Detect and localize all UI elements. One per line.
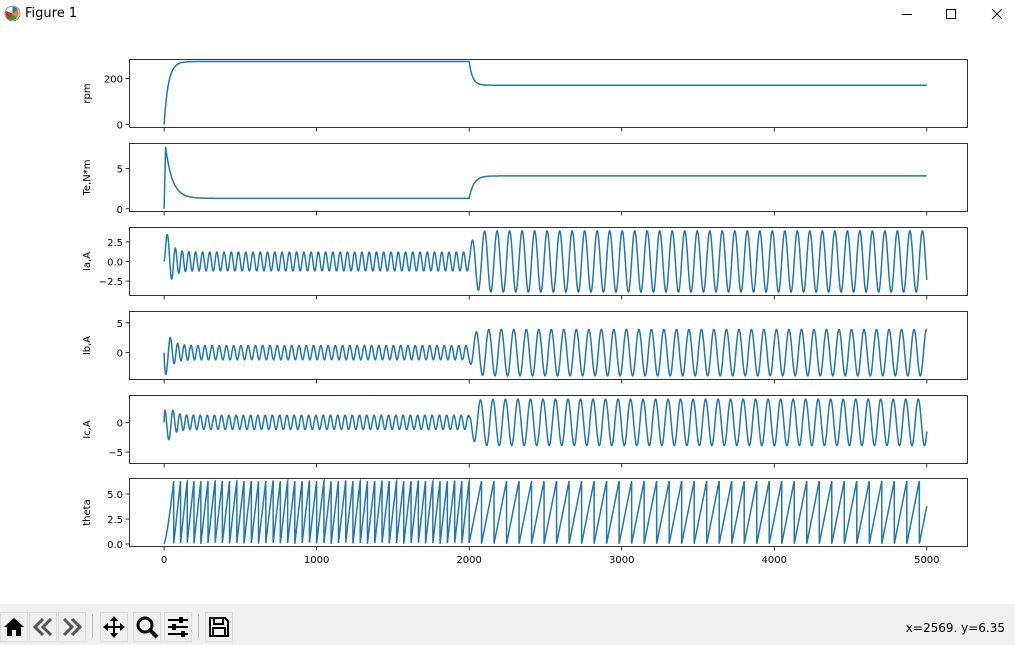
home-button[interactable]	[0, 612, 28, 642]
ytick-label: 5	[117, 319, 123, 330]
zoom-icon	[136, 616, 159, 639]
toolbar-separator	[198, 614, 199, 638]
xtick-label: 4000	[762, 555, 787, 566]
axes-frame	[129, 311, 968, 380]
ytick-label: 5	[117, 165, 123, 176]
pan-button[interactable]	[100, 612, 128, 642]
save-button[interactable]	[205, 612, 233, 642]
minimize-button[interactable]	[884, 0, 930, 28]
series-line-Ib,A	[163, 328, 928, 377]
ytick-label: −5	[108, 448, 123, 459]
subplot-Te,N*m: 0 5 Te,N*m	[82, 143, 968, 216]
ytick-label: 0	[117, 121, 123, 132]
ylabel: theta	[82, 499, 93, 525]
close-button[interactable]	[974, 0, 1015, 28]
window-title: Figure 1	[25, 6, 78, 21]
move-icon	[103, 616, 125, 638]
maximize-icon	[946, 9, 956, 19]
ytick-label: 0	[117, 418, 123, 429]
ytick-label: 5.0	[107, 490, 123, 501]
home-icon	[4, 618, 24, 636]
ylabel: Ia,A	[82, 252, 93, 271]
subplot-rpm: 0 200 rpm	[82, 59, 968, 132]
ytick-label: 200	[104, 75, 123, 86]
axes-frame	[129, 59, 968, 128]
axes-frame	[129, 395, 968, 464]
ylabel: rpm	[82, 83, 93, 103]
ytick-label: 2.5	[107, 238, 123, 249]
ytick-label: 0	[117, 349, 123, 360]
sliders-icon	[168, 617, 188, 637]
axes-frame	[129, 143, 968, 212]
axes-frame	[129, 478, 968, 547]
save-icon	[209, 617, 229, 637]
axes-frame	[129, 227, 968, 296]
subplots-button[interactable]	[164, 612, 192, 642]
toolbar-separator	[92, 614, 93, 638]
ytick-label: 0.0	[107, 258, 123, 269]
matplotlib-logo-icon	[4, 5, 21, 22]
series-line-rpm	[163, 60, 927, 125]
series-line-Ic,A	[163, 398, 928, 447]
series-line-theta	[163, 478, 928, 545]
forward-arrow-icon	[62, 617, 83, 637]
series-line-Te,N*m	[163, 146, 927, 209]
minimize-icon	[902, 14, 912, 15]
forward-button[interactable]	[58, 612, 86, 642]
ytick-label: −2.5	[99, 277, 123, 288]
back-button[interactable]	[29, 612, 57, 642]
title-bar: Figure 1	[0, 0, 1015, 28]
xtick-label: 5000	[914, 555, 939, 566]
subplot-Ic,A: 0 −5 Ic,A	[82, 395, 968, 468]
subplot-theta: 5.0 2.5 0.0 0 1000 2000 3000 4000 5000 theta	[82, 478, 968, 566]
ytick-label: 2.5	[107, 515, 123, 526]
xtick-label: 3000	[609, 555, 634, 566]
subplot-Ib,A: 5 0 Ib,A	[82, 311, 968, 384]
ylabel: Te,N*m	[82, 160, 93, 197]
xtick-label: 0	[161, 555, 167, 566]
ytick-label: 0	[117, 205, 123, 216]
xtick-label: 2000	[456, 555, 481, 566]
xtick-label: 1000	[304, 555, 329, 566]
maximize-button[interactable]	[928, 0, 974, 28]
close-icon	[991, 8, 1003, 20]
cursor-coordinates: x=2569. y=6.35	[905, 621, 1005, 635]
ylabel: Ic,A	[82, 420, 93, 439]
series-line-Ia,A	[163, 230, 928, 293]
zoom-button[interactable]	[133, 612, 161, 642]
ylabel: Ib,A	[82, 336, 93, 355]
subplot-Ia,A: 2.5 0.0 −2.5 Ia,A	[82, 227, 968, 300]
figure-svg: 0 200 rpm 0 5 Te,N*m 2.5 0.0 −2.5 Ia,A 5 0 Ib,A 0 −5 Ic…	[82, 59, 968, 566]
back-arrow-icon	[32, 617, 53, 637]
navigation-toolbar: x=2569. y=6.35	[0, 604, 1015, 645]
figure-canvas[interactable]: 0 200 rpm 0 5 Te,N*m 2.5 0.0 −2.5 Ia,A 5 0 Ib,A 0 −5 Ic…	[0, 28, 1015, 604]
ytick-label: 0.0	[107, 540, 123, 551]
